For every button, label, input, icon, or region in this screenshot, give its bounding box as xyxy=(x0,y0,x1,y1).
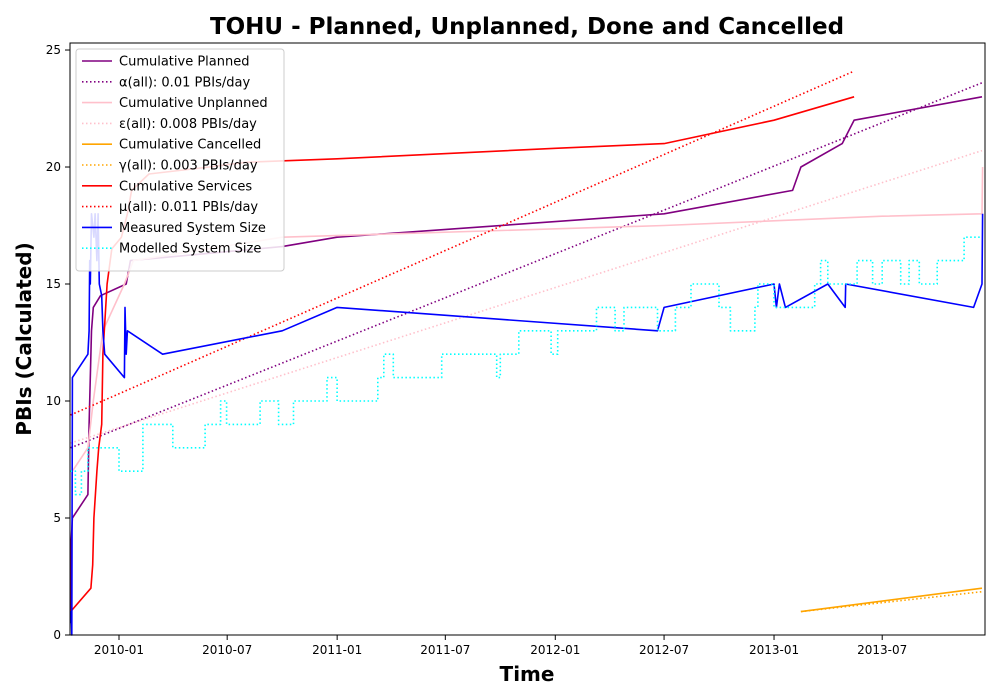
plot-frame xyxy=(69,42,986,636)
series-line-all-0-011-pbis-day-7 xyxy=(70,70,855,416)
y-tick-label: 5 xyxy=(53,511,61,525)
x-tick-label: 2011-01 xyxy=(312,643,362,657)
legend: Cumulative Planned α(all): 0.01 PBIs/day C… xyxy=(75,48,285,272)
x-tick-label: 2010-07 xyxy=(202,643,252,657)
x-tick-label: 2012-07 xyxy=(639,643,689,657)
x-tick-label: 2013-01 xyxy=(749,643,799,657)
legend-label-2: Cumulative Unplanned xyxy=(119,96,268,111)
series-line-cumulative-cancelled-4 xyxy=(800,587,983,613)
legend-label-6: Cumulative Services xyxy=(119,179,252,194)
y-tick-label: 15 xyxy=(46,277,61,291)
legend-label-1: α(all): 0.01 PBIs/day xyxy=(119,75,250,90)
y-axis-title: PBIs (Calculated) xyxy=(12,242,36,435)
legend-box xyxy=(75,48,285,272)
x-tick-label: 2013-07 xyxy=(857,643,907,657)
legend-label-0: Cumulative Planned xyxy=(119,55,249,70)
x-axis-title: Time xyxy=(500,662,555,686)
x-tick-label: 2011-07 xyxy=(420,643,470,657)
legend-label-7: μ(all): 0.011 PBIs/day xyxy=(119,200,258,215)
legend-label-5: γ(all): 0.003 PBIs/day xyxy=(119,159,258,174)
series-line-measured-system-size-8 xyxy=(69,213,984,636)
x-tick-label: 2010-01 xyxy=(94,643,144,657)
chart-title: TOHU - Planned, Unplanned, Done and Canc… xyxy=(210,14,844,40)
y-tick-label: 0 xyxy=(53,628,61,642)
legend-label-9: Modelled System Size xyxy=(119,242,261,257)
series-line-modelled-system-size-9 xyxy=(70,236,982,496)
y-tick-label: 25 xyxy=(46,43,61,57)
legend-label-4: Cumulative Cancelled xyxy=(119,138,261,153)
x-tick-label: 2012-01 xyxy=(530,643,580,657)
y-tick-label: 10 xyxy=(46,394,61,408)
y-tick-label: 20 xyxy=(46,160,61,174)
legend-label-3: ε(all): 0.008 PBIs/day xyxy=(119,117,257,132)
legend-label-8: Measured System Size xyxy=(119,221,266,236)
